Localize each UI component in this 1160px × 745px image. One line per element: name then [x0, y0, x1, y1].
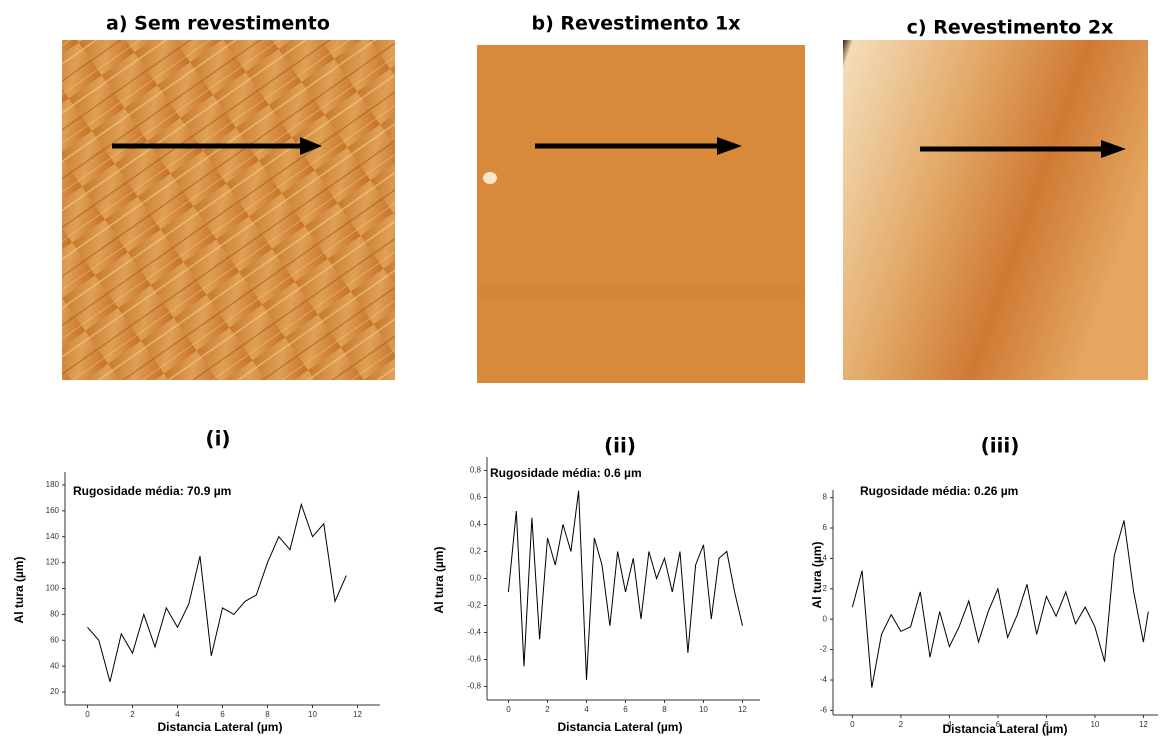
y-tick-label: 120 [46, 558, 60, 567]
afm-image [477, 45, 805, 383]
afm-image [843, 40, 1148, 380]
y-tick-label: 0,2 [470, 547, 482, 556]
arrow [535, 137, 742, 155]
x-tick-label: 10 [1090, 720, 1099, 729]
y-axis-label: Al tura (µm) [432, 547, 446, 614]
y-tick-label: -2 [820, 645, 828, 654]
y-tick-label: -0,4 [467, 628, 481, 637]
x-axis-label: Distancia Lateral (µm) [158, 720, 283, 734]
y-tick-label: 0,6 [470, 493, 482, 502]
x-tick-label: 0 [506, 705, 511, 714]
afm-image [62, 40, 395, 380]
x-tick-label: 8 [265, 710, 270, 719]
y-tick-label: 0 [823, 614, 828, 623]
x-tick-label: 4 [175, 710, 180, 719]
y-tick-label: 140 [46, 532, 60, 541]
x-tick-label: 10 [308, 710, 317, 719]
y-tick-label: 4 [823, 554, 828, 563]
x-tick-label: 12 [353, 710, 362, 719]
y-tick-label: 40 [50, 661, 59, 670]
y-tick-label: 60 [50, 635, 59, 644]
y-tick-label: 0,4 [470, 520, 482, 529]
image-title: a) Sem revestimento [106, 13, 330, 35]
x-tick-label: 6 [996, 720, 1001, 729]
x-tick-label: 2 [899, 720, 904, 729]
chart-title: (ii) [604, 434, 636, 458]
y-axis-label: Al tura (µm) [12, 557, 26, 624]
arrow [112, 137, 322, 155]
y-tick-label: -4 [820, 675, 828, 684]
x-tick-label: 4 [947, 720, 952, 729]
profile-line [507, 490, 743, 680]
x-tick-label: 0 [850, 720, 855, 729]
image-title: c) Revestimento 2x [907, 17, 1114, 39]
y-tick-label: 0,8 [470, 466, 482, 475]
y-tick-label: 160 [46, 506, 60, 515]
particle [483, 172, 497, 184]
x-tick-label: 12 [1139, 720, 1148, 729]
profile-line [851, 520, 1149, 688]
y-tick-label: -6 [820, 706, 828, 715]
chart-title: (i) [205, 427, 230, 451]
y-tick-label: -0,8 [467, 682, 481, 691]
x-tick-label: 2 [545, 705, 550, 714]
x-tick-label: 6 [623, 705, 628, 714]
y-tick-label: 100 [46, 584, 60, 593]
x-tick-label: 10 [699, 705, 708, 714]
x-axis-label: Distancia Lateral (µm) [943, 722, 1068, 736]
chart-title: (iii) [981, 434, 1020, 458]
x-tick-label: 4 [584, 705, 589, 714]
y-tick-label: 2 [823, 584, 828, 593]
x-tick-label: 8 [662, 705, 667, 714]
image-title: b) Revestimento 1x [531, 13, 740, 35]
x-axis-label: Distancia Lateral (µm) [558, 720, 683, 734]
annotation: Rugosidade média: 0.26 µm [860, 484, 1018, 498]
arrow [920, 140, 1126, 158]
y-tick-label: -0,2 [467, 601, 481, 610]
profile-line [87, 502, 347, 682]
x-tick-label: 2 [130, 710, 135, 719]
y-tick-label: 6 [823, 523, 828, 532]
y-tick-label: -0,6 [467, 655, 481, 664]
band [477, 283, 805, 301]
y-tick-label: 20 [50, 687, 59, 696]
x-tick-label: 12 [738, 705, 747, 714]
annotation: Rugosidade média: 70.9 µm [73, 484, 231, 498]
y-tick-label: 180 [46, 480, 60, 489]
y-tick-label: 80 [50, 609, 59, 618]
y-tick-label: 8 [823, 493, 828, 502]
x-tick-label: 6 [220, 710, 225, 719]
x-tick-label: 0 [85, 710, 90, 719]
y-axis-label: Al tura (µm) [810, 542, 824, 609]
x-tick-label: 8 [1044, 720, 1049, 729]
y-tick-label: 0,0 [470, 574, 482, 583]
annotation: Rugosidade média: 0.6 µm [490, 466, 642, 480]
